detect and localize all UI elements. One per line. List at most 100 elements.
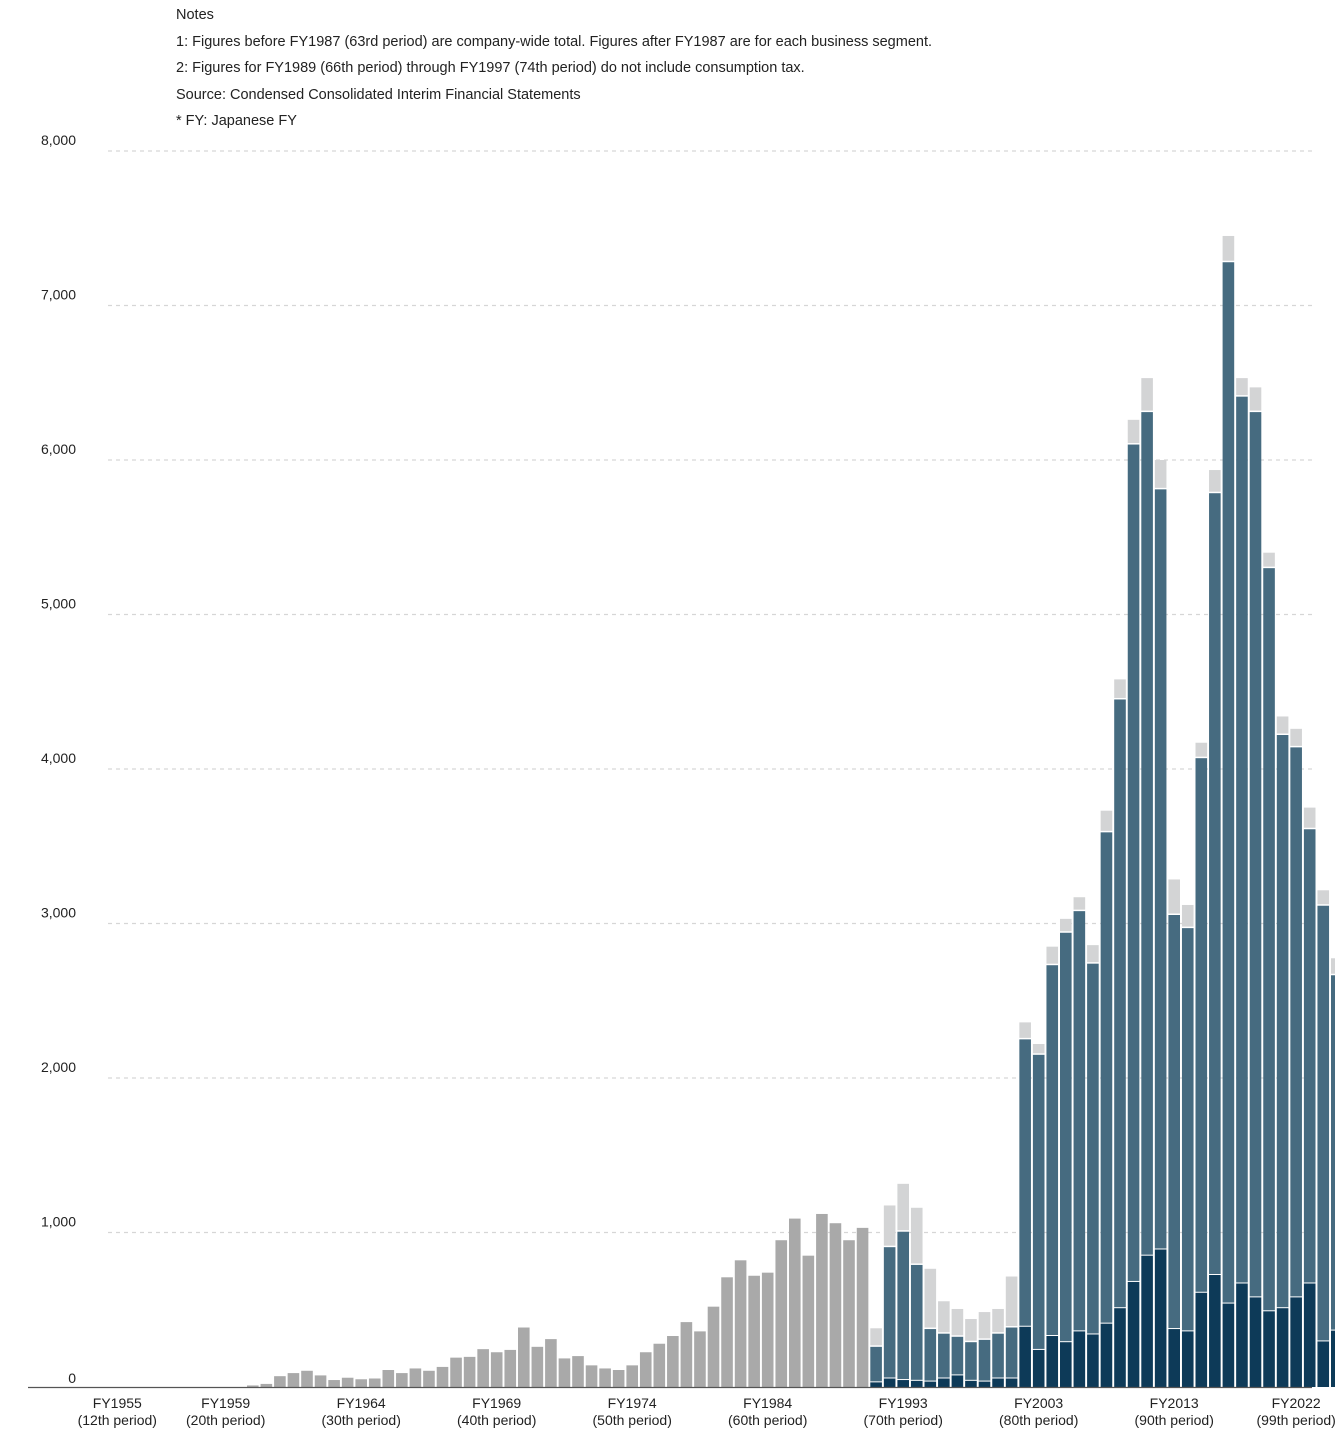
x-tick-year: FY2003 [1014, 1395, 1063, 1411]
bar-segment-light [870, 1328, 882, 1346]
bar-segment-light [1236, 378, 1248, 396]
bar-segment-dark [1195, 1292, 1208, 1387]
bar-segment-mid [1032, 1054, 1045, 1349]
bar-segment-mid [1263, 568, 1275, 1311]
bar-segment-mid [1005, 1327, 1018, 1378]
bar-segment-light [1032, 1044, 1045, 1054]
bar-segment-dark [870, 1382, 882, 1387]
bar-company-total [409, 1368, 422, 1387]
bar-segment-dark [951, 1375, 964, 1387]
bar-segment-dark [965, 1380, 977, 1387]
x-tick-label: FY1974(50th period) [593, 1395, 672, 1428]
bar-company-total [856, 1227, 869, 1387]
x-tick-label: FY2022(99th period) [1256, 1395, 1335, 1428]
bar-segment-mid [1276, 735, 1289, 1308]
bar-segment-light [883, 1205, 896, 1246]
bar-segment-dark [1100, 1323, 1113, 1387]
bar-company-total [531, 1346, 544, 1387]
bar-company-total [572, 1356, 584, 1387]
bar-segment-dark [978, 1381, 991, 1387]
bar-segment-light [938, 1301, 950, 1333]
bar-segment-light [1100, 810, 1113, 831]
bar-company-total [667, 1336, 679, 1387]
bar-company-total [477, 1349, 489, 1387]
bar-segment-dark [1181, 1331, 1194, 1387]
bar-segment-mid [910, 1264, 923, 1380]
bar-company-total [680, 1322, 693, 1387]
bar-company-total [748, 1275, 760, 1387]
x-tick-label: FY2003(80th period) [999, 1395, 1078, 1428]
bar-segment-dark [1249, 1297, 1262, 1387]
bar-segment-light [1209, 470, 1221, 492]
bar-segment-dark [897, 1380, 909, 1387]
bar-segment-mid [883, 1247, 896, 1378]
x-tick-label: FY1993(70th period) [864, 1395, 943, 1428]
x-tick-label: FY1964(30th period) [322, 1395, 401, 1428]
bar-company-total [436, 1366, 449, 1387]
bar-segment-light [1317, 890, 1330, 905]
bar-segment-mid [1303, 829, 1316, 1283]
bar-segment-light [924, 1268, 937, 1328]
x-tick-year: FY1969 [472, 1395, 521, 1411]
bar-segment-dark [1154, 1249, 1167, 1387]
note-2: 2: Figures for FY1989 (66th period) thro… [176, 60, 805, 76]
x-tick-period: (40th period) [457, 1412, 536, 1428]
bar-segment-mid [1046, 965, 1059, 1336]
bar-company-total [721, 1277, 733, 1387]
bar-segment-mid [924, 1329, 937, 1381]
bar-company-total [287, 1373, 300, 1387]
bar-segment-mid [1249, 412, 1262, 1297]
x-tick-period: (30th period) [322, 1412, 401, 1428]
bar-company-total [504, 1349, 517, 1387]
y-axis-tick-labels: 0 1,000 2,000 3,000 4,000 5,000 6,000 7,000 8,00… [41, 132, 76, 1386]
bar-segment-dark [1046, 1336, 1059, 1387]
bar-company-total [734, 1260, 747, 1387]
bar-company-total [450, 1357, 462, 1387]
bar-segment-dark [1263, 1311, 1275, 1387]
bar-segment-light [910, 1207, 923, 1264]
bar-segment-mid [965, 1342, 977, 1380]
bar-company-total [423, 1370, 435, 1387]
bar-segment-light [1073, 897, 1086, 910]
y-tick-label: 2,000 [41, 1059, 76, 1075]
bar-segment-mid [897, 1231, 909, 1380]
bar-segment-mid [1087, 963, 1099, 1334]
x-tick-year: FY2022 [1272, 1395, 1321, 1411]
bar-segment-dark [1141, 1255, 1153, 1387]
chart-notes: Notes 1: Figures before FY1987 (63rd per… [176, 2, 932, 135]
notes-heading: Notes [176, 7, 214, 23]
bar-segment-light [1005, 1276, 1018, 1327]
bar-segment-light [1276, 716, 1289, 734]
bar-segment-light [951, 1308, 964, 1336]
x-tick-label: FY1959(20th period) [186, 1395, 265, 1428]
bar-company-total [585, 1365, 598, 1387]
bar-company-total [247, 1385, 259, 1387]
bar-segment-dark [1276, 1308, 1289, 1387]
y-tick-label: 7,000 [41, 287, 76, 303]
bar-segment-light [978, 1312, 991, 1339]
y-tick-label: 8,000 [41, 132, 76, 148]
bar-segment-dark [1222, 1303, 1235, 1387]
bar-segment-light [1303, 807, 1316, 828]
bar-segment-light [1141, 378, 1153, 411]
bars [247, 235, 1335, 1387]
bar-segment-mid [1222, 262, 1235, 1303]
bar-company-total [816, 1213, 828, 1387]
bar-segment-light [1195, 742, 1208, 757]
bar-segment-dark [1060, 1342, 1072, 1387]
x-tick-period: (60th period) [728, 1412, 807, 1428]
bar-segment-dark [1114, 1308, 1126, 1387]
bar-segment-dark [1236, 1283, 1248, 1387]
bar-segment-mid [1331, 975, 1335, 1330]
bar-segment-dark [1317, 1341, 1330, 1387]
x-tick-year: FY2013 [1150, 1395, 1199, 1411]
bar-segment-mid [1114, 699, 1126, 1308]
bar-segment-mid [1195, 758, 1208, 1292]
bar-segment-mid [992, 1333, 1004, 1378]
bar-segment-light [1249, 387, 1262, 411]
bar-company-total [341, 1377, 354, 1387]
y-tick-label: 3,000 [41, 905, 76, 921]
note-1: 1: Figures before FY1987 (63rd period) a… [176, 33, 933, 50]
bar-company-total [843, 1240, 855, 1387]
